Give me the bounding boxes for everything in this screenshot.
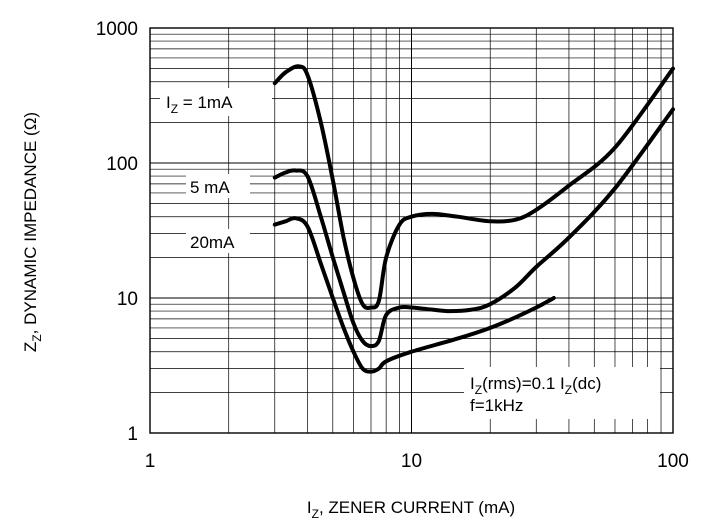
curve-label-1-box: [160, 88, 272, 116]
curve-label-3: 20mA: [190, 233, 235, 252]
y-tick-labels: 1 10 100 1000: [96, 19, 138, 445]
y-tick-label: 1000: [96, 19, 138, 40]
x-axis-title: IZ, ZENER CURRENT (mA): [307, 498, 515, 521]
series-line-1: [272, 64, 675, 311]
plot-frame: [149, 27, 674, 434]
x-tick-label: 100: [657, 451, 689, 472]
x-tick-labels: 1 10 100: [145, 451, 689, 472]
conditions-box: [464, 367, 660, 419]
y-tick-label: 1: [127, 424, 138, 445]
y-tick-label: 100: [106, 154, 138, 175]
series-line-2: [272, 107, 675, 349]
curve-label-2-box: [186, 174, 250, 198]
conditions-line-1: IZ(rms)=0.1 IZ(dc): [470, 374, 601, 397]
y-axis-title: ZZ, DYNAMIC IMPEDANCE (Ω): [21, 112, 44, 352]
curve-label-3-box: [186, 229, 250, 253]
x-tick-label: 10: [401, 451, 422, 472]
grid-lines: [150, 28, 673, 433]
x-tick-label: 1: [145, 451, 156, 472]
curves: [272, 64, 675, 374]
curve-label-1: IZ = 1mA: [166, 93, 233, 116]
curve-label-2: 5 mA: [190, 178, 230, 197]
series-line-3: [272, 216, 556, 374]
y-tick-label: 10: [117, 289, 138, 310]
conditions-line-2: f=1kHz: [470, 396, 523, 415]
